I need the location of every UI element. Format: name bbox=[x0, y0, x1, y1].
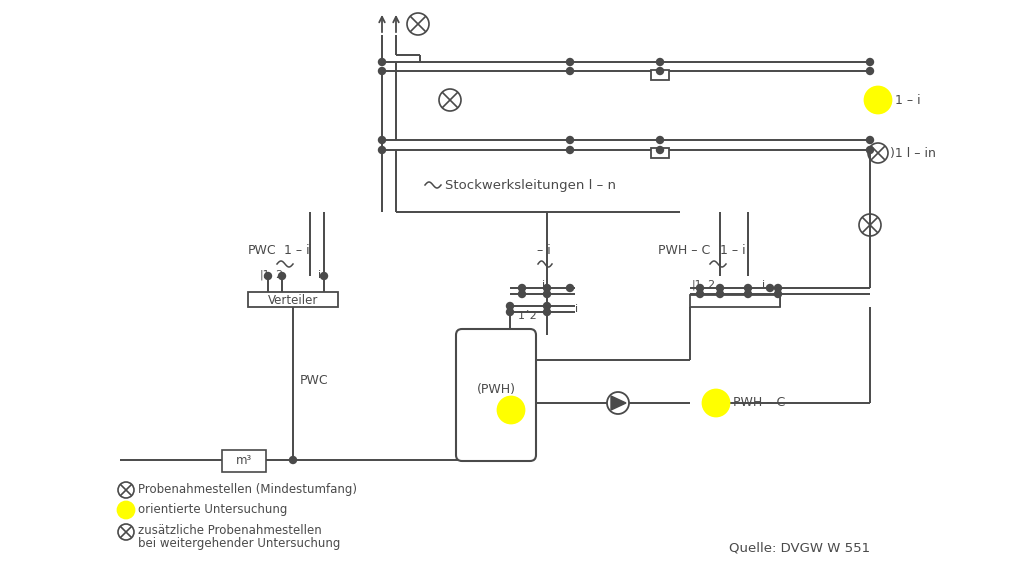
Circle shape bbox=[544, 284, 550, 291]
Circle shape bbox=[607, 392, 629, 414]
Text: 1 – i: 1 – i bbox=[712, 243, 746, 257]
Circle shape bbox=[745, 291, 752, 298]
Text: i: i bbox=[762, 280, 765, 290]
Circle shape bbox=[703, 390, 729, 416]
Text: PWC: PWC bbox=[300, 373, 329, 387]
Circle shape bbox=[717, 291, 723, 298]
Circle shape bbox=[544, 302, 550, 309]
Circle shape bbox=[320, 272, 328, 280]
Text: )1 l – in: )1 l – in bbox=[890, 146, 936, 160]
Circle shape bbox=[566, 284, 574, 291]
FancyBboxPatch shape bbox=[456, 329, 536, 461]
Circle shape bbox=[717, 284, 723, 291]
Circle shape bbox=[656, 136, 663, 143]
Circle shape bbox=[696, 291, 703, 298]
Text: i: i bbox=[575, 304, 578, 314]
Bar bbox=[651, 148, 670, 158]
Text: PWH – C: PWH – C bbox=[658, 243, 711, 257]
Bar bbox=[222, 450, 266, 472]
Text: 2: 2 bbox=[275, 270, 282, 280]
Circle shape bbox=[656, 58, 663, 65]
Circle shape bbox=[378, 68, 385, 75]
Circle shape bbox=[265, 272, 272, 280]
Text: – i: – i bbox=[537, 243, 551, 257]
Circle shape bbox=[865, 87, 891, 113]
Circle shape bbox=[775, 291, 782, 298]
Bar bbox=[690, 295, 780, 307]
Circle shape bbox=[866, 68, 873, 75]
Polygon shape bbox=[611, 396, 626, 410]
Circle shape bbox=[544, 309, 550, 316]
Text: bei weitergehender Untersuchung: bei weitergehender Untersuchung bbox=[138, 538, 340, 550]
Text: 2: 2 bbox=[707, 280, 714, 290]
Circle shape bbox=[866, 136, 873, 143]
Bar bbox=[248, 292, 338, 307]
Text: m³: m³ bbox=[236, 454, 252, 468]
Circle shape bbox=[566, 58, 574, 65]
Text: Probenahmestellen (Mindestumfang): Probenahmestellen (Mindestumfang) bbox=[138, 484, 357, 497]
Circle shape bbox=[378, 136, 385, 143]
Text: |1: |1 bbox=[692, 280, 702, 290]
Circle shape bbox=[518, 284, 525, 291]
Circle shape bbox=[775, 284, 782, 291]
Circle shape bbox=[696, 284, 703, 291]
Text: i: i bbox=[318, 270, 321, 280]
Circle shape bbox=[497, 397, 524, 423]
Circle shape bbox=[566, 68, 574, 75]
Bar bbox=[651, 70, 670, 80]
Circle shape bbox=[656, 68, 663, 75]
Circle shape bbox=[378, 58, 385, 65]
Text: Stockwerksleitungen l – n: Stockwerksleitungen l – n bbox=[445, 179, 616, 191]
Text: PWH – C: PWH – C bbox=[733, 397, 785, 409]
Text: Quelle: DVGW W 551: Quelle: DVGW W 551 bbox=[729, 542, 870, 554]
Circle shape bbox=[289, 457, 297, 464]
Text: |1: |1 bbox=[260, 270, 271, 280]
Circle shape bbox=[866, 146, 873, 154]
Text: (PWH): (PWH) bbox=[477, 383, 515, 397]
Text: 1 – i: 1 – i bbox=[895, 94, 921, 106]
Text: PWC: PWC bbox=[248, 243, 277, 257]
Circle shape bbox=[278, 272, 285, 280]
Text: 1´2: 1´2 bbox=[518, 311, 538, 321]
Circle shape bbox=[566, 146, 574, 154]
Text: zusätzliche Probenahmestellen: zusätzliche Probenahmestellen bbox=[138, 524, 321, 536]
Circle shape bbox=[507, 302, 514, 309]
Circle shape bbox=[518, 291, 525, 298]
Circle shape bbox=[507, 309, 514, 316]
Text: i: i bbox=[542, 280, 545, 290]
Circle shape bbox=[566, 136, 574, 143]
Text: 1 – i: 1 – i bbox=[284, 243, 310, 257]
Circle shape bbox=[766, 284, 774, 291]
Text: orientierte Untersuchung: orientierte Untersuchung bbox=[138, 503, 287, 517]
Circle shape bbox=[866, 58, 873, 65]
Circle shape bbox=[378, 146, 385, 154]
Circle shape bbox=[544, 291, 550, 298]
Circle shape bbox=[745, 284, 752, 291]
Circle shape bbox=[118, 502, 134, 518]
Circle shape bbox=[656, 146, 663, 154]
Text: Verteiler: Verteiler bbox=[268, 294, 318, 306]
